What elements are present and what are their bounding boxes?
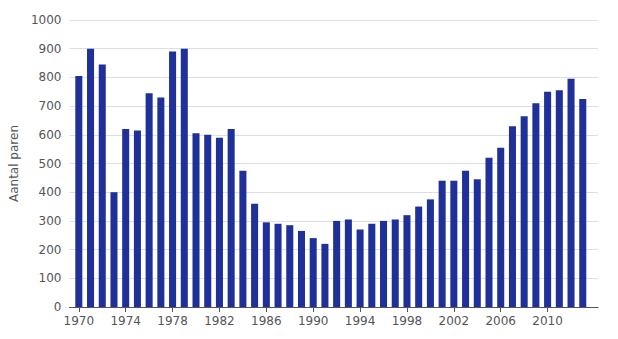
svg-text:2002: 2002 [439,314,470,328]
svg-text:1990: 1990 [298,314,329,328]
svg-text:200: 200 [39,243,62,257]
svg-text:1998: 1998 [392,314,423,328]
svg-text:1986: 1986 [251,314,282,328]
svg-text:2010: 2010 [532,314,563,328]
svg-text:0: 0 [54,300,62,314]
svg-text:1974: 1974 [110,314,141,328]
svg-text:1970: 1970 [64,314,95,328]
svg-text:400: 400 [39,185,62,199]
svg-text:500: 500 [39,157,62,171]
svg-text:100: 100 [39,271,62,285]
svg-text:600: 600 [39,128,62,142]
svg-text:700: 700 [39,99,62,113]
svg-text:1982: 1982 [204,314,235,328]
svg-text:800: 800 [39,70,62,84]
svg-text:2006: 2006 [485,314,516,328]
svg-text:900: 900 [39,42,62,56]
svg-text:Aantal paren: Aantal paren [7,125,21,202]
svg-text:1000: 1000 [31,13,62,27]
svg-text:1994: 1994 [345,314,376,328]
svg-text:300: 300 [39,214,62,228]
svg-text:1978: 1978 [157,314,188,328]
